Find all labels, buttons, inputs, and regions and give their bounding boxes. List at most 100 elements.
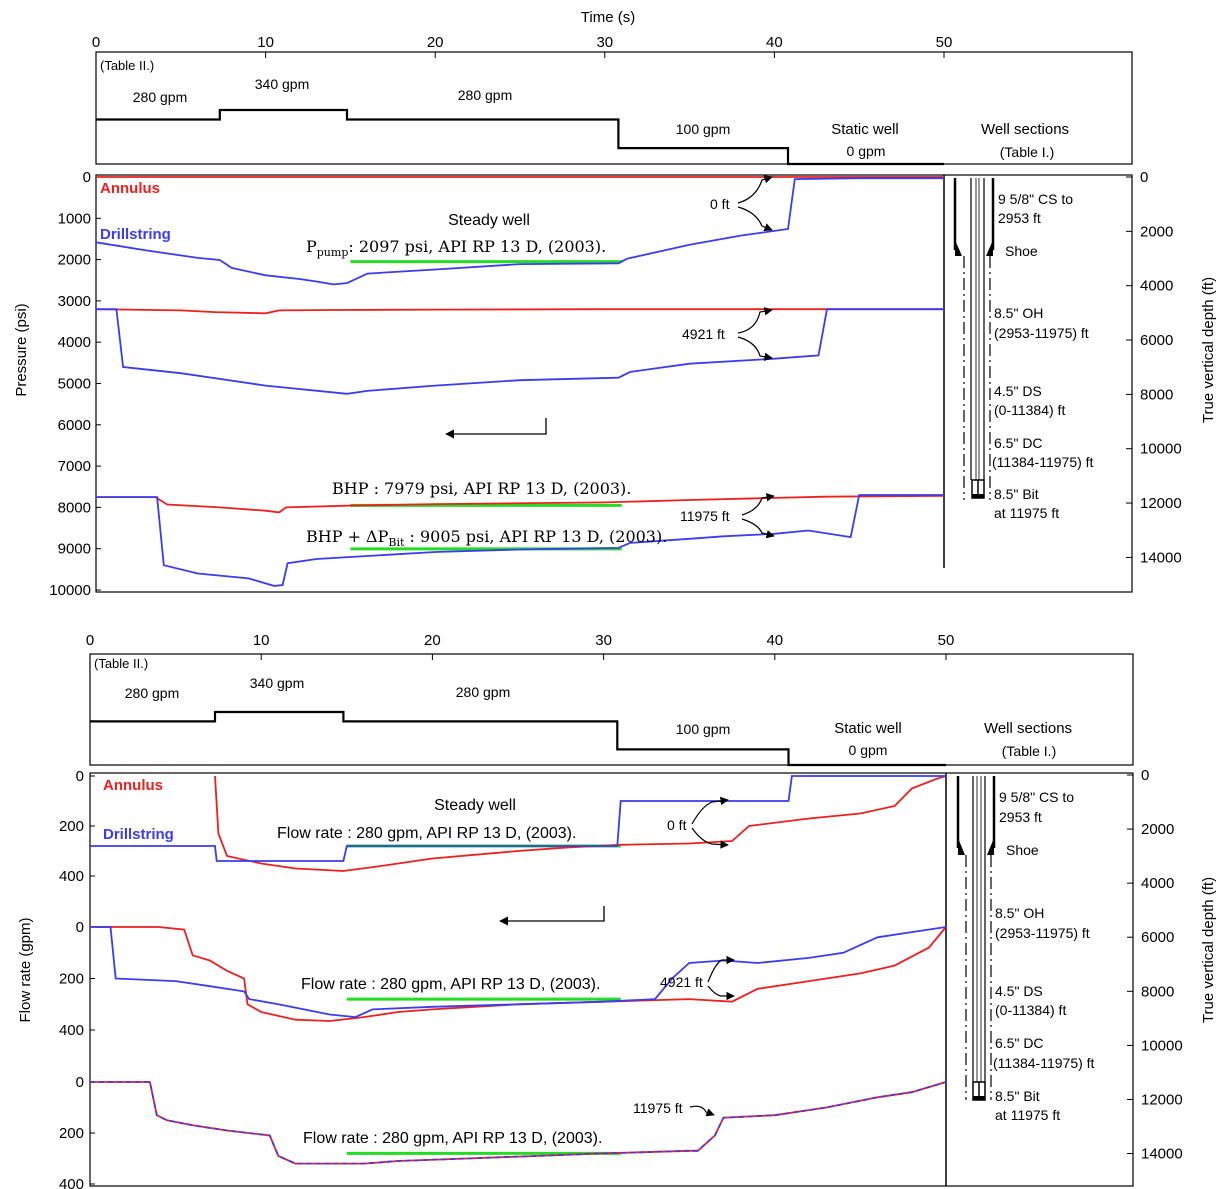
well-sections-subtitle-bottom: (Table I.) [1002,743,1056,759]
bottom-tvd-tick-0: 0 [1141,767,1149,784]
time-direction-arrow-bottom [499,906,605,926]
pressure-y-tick-5000: 5000 [58,376,91,393]
flow-rate-panel: 0 10 20 30 40 50 (Table II.) 280 gpm 340 gpm … [17,632,1217,1189]
well-section-labels: 9 5/8" CS to 2953 ft Shoe 8.5" OH (2953-… [992,191,1094,521]
pressure-y-tick-1000: 1000 [58,210,91,227]
depth-label-11975ft: 11975 ft [680,508,730,524]
top-x-ticks: 0 10 20 30 40 50 [92,34,953,58]
flow-y-tick-2-400: 400 [59,1176,84,1189]
legend-annulus-bottom: Annulus [103,777,163,794]
svg-text:9 5/8" CS to: 9 5/8" CS to [998,191,1073,207]
top-x-tick-40: 40 [766,34,783,51]
flow-series-drillstring-0ft [90,775,946,862]
api-reference-lines [350,260,622,551]
top-x-tick-0: 0 [92,34,100,51]
flow-y-tick-0-400: 400 [59,868,84,885]
svg-text:8.5" OH: 8.5" OH [995,905,1044,921]
bottom-x-tick-0: 0 [86,632,94,649]
bhp-annotation: BHP : 7979 psi, API RP 13 D, (2003). [332,479,631,498]
svg-text:8.5" Bit: 8.5" Bit [995,1088,1040,1104]
bottom-x-tick-30: 30 [595,632,612,649]
depth-arrows [737,175,775,539]
series-drillstring-4921ft [96,308,944,395]
schedule-label-280-a: 280 gpm [133,89,187,105]
schedule-label-0gpm-bottom: 0 gpm [849,742,888,758]
flow-axis-title: Flow rate (gpm) [17,917,34,1022]
tvd-axis-title-bottom: True vertical depth (ft) [1200,877,1217,1023]
pump-pressure-annotation: Ppump: 2097 psi, API RP 13 D, (2003). [306,237,606,259]
pump-schedule-line [96,108,944,166]
svg-text:(11384-11975) ft: (11384-11975) ft [992,454,1094,470]
schedule-label-280-b: 280 gpm [458,87,512,103]
pressure-y-tick-0: 0 [83,169,91,186]
well-section-labels-bottom: 9 5/8" CS to 2953 ft Shoe 8.5" OH (2953-… [993,789,1095,1123]
svg-text:2953 ft: 2953 ft [999,809,1042,825]
schedule-label-0gpm: 0 gpm [847,143,886,159]
svg-text:8.5" Bit: 8.5" Bit [994,486,1039,502]
flow-y-tick-2-200: 200 [59,1125,84,1142]
top-x-tick-20: 20 [427,34,444,51]
tvd-y-ticks: 0 2000 4000 6000 8000 10000 12000 14000 [1126,169,1182,566]
flow-series [90,775,947,1165]
well-schematic [953,178,995,500]
flow-y-tick-2-0: 0 [76,1074,84,1091]
top-tvd-tick-8000: 8000 [1140,386,1173,403]
pressure-panel: Time (s) 0 10 20 30 40 50 (Table II.) 280 gpm… [13,9,1217,599]
depth-label-0ft-bottom: 0 ft [667,817,687,833]
svg-text:(0-11384) ft: (0-11384) ft [995,1002,1066,1018]
schedule-label-280-a-bottom: 280 gpm [125,685,179,701]
series-annulus-11975ft [96,494,945,514]
pump-schedule-frame [95,51,1133,165]
table-ii-label: (Table II.) [100,58,154,73]
bottom-x-tick-20: 20 [424,632,441,649]
legend-drillstring: Drillstring [100,226,171,243]
bhp-bit-annotation: BHP + ΔPBit : 9005 psi, API RP 13 D, (20… [306,527,667,549]
depth-label-4921ft: 4921 ft [682,326,725,342]
pressure-y-tick-7000: 7000 [58,458,91,475]
time-axis-title: Time (s) [581,9,635,26]
well-schematic-bottom [956,776,996,1101]
top-x-tick-10: 10 [257,34,274,51]
bottom-x-tick-10: 10 [253,632,270,649]
bottom-tvd-tick-12000: 12000 [1141,1091,1183,1108]
flow-series-annulus-4921ft [90,926,947,1022]
depth-label-4921ft-bottom: 4921 ft [660,974,703,990]
pressure-y-tick-6000: 6000 [58,417,91,434]
series-drillstring-11975ft [96,494,944,587]
pressure-y-tick-9000: 9000 [58,541,91,558]
steady-well-label-bottom: Steady well [434,797,516,814]
svg-text:(11384-11975) ft: (11384-11975) ft [993,1055,1095,1071]
flow-series-annulus-11975ft [90,1081,947,1165]
bottom-x-tick-40: 40 [766,632,783,649]
flow-y-tick-0-200: 200 [59,818,84,835]
well-sections-title-bottom: Well sections [984,720,1072,737]
svg-text:Shoe: Shoe [1005,243,1038,259]
svg-text:9 5/8" CS to: 9 5/8" CS to [999,789,1074,805]
pump-schedule-frame-bottom [89,653,1134,766]
flow-y-tick-0-0: 0 [76,768,84,785]
bottom-x-tick-50: 50 [938,632,955,649]
pressure-y-tick-8000: 8000 [58,499,91,516]
bottom-tvd-tick-8000: 8000 [1141,983,1174,1000]
bottom-tvd-tick-2000: 2000 [1141,821,1174,838]
svg-text:at 11975 ft: at 11975 ft [994,505,1059,521]
top-tvd-tick-10000: 10000 [1140,441,1182,458]
svg-text:2953 ft: 2953 ft [998,210,1041,226]
schedule-label-280-b-bottom: 280 gpm [456,684,510,700]
bottom-tvd-tick-10000: 10000 [1141,1037,1183,1054]
top-tvd-tick-0: 0 [1140,169,1148,186]
pump-schedule-line-bottom [90,710,946,767]
steady-well-label: Steady well [448,212,530,229]
time-direction-arrow [445,418,547,439]
top-x-tick-50: 50 [936,34,953,51]
flow-y-tick-1-200: 200 [59,971,84,988]
svg-text:at 11975 ft: at 11975 ft [995,1107,1060,1123]
depth-label-11975ft-bottom: 11975 ft [633,1100,683,1116]
svg-text:6.5" DC: 6.5" DC [994,435,1043,451]
depth-arrows-bottom [689,796,735,1117]
svg-text:4.5" DS: 4.5" DS [994,383,1042,399]
top-x-tick-30: 30 [596,34,613,51]
flow-annotation-2: Flow rate : 280 gpm, API RP 13 D, (2003)… [301,976,600,993]
pressure-axis-title: Pressure (psi) [13,303,30,396]
